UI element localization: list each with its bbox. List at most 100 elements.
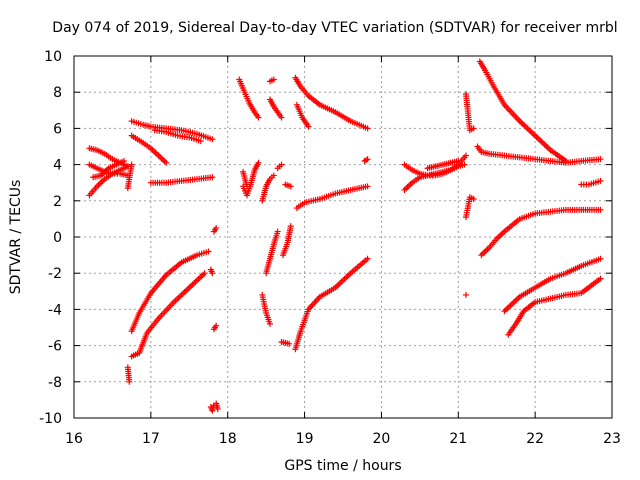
x-tick-label: 21 <box>449 431 467 447</box>
series-arc-19.8-e <box>361 156 371 164</box>
data-point <box>201 270 208 277</box>
series-arc-18.5-e <box>259 291 273 327</box>
data-point <box>278 114 285 121</box>
series-arc-18.7-g <box>280 223 294 259</box>
x-tick-label: 17 <box>142 431 160 447</box>
data-point <box>209 174 216 181</box>
series-arc-17.8-i <box>210 224 220 235</box>
y-tick-label: 0 <box>53 230 62 246</box>
data-point <box>270 76 277 83</box>
series-arc-16.75-g <box>124 364 133 385</box>
series-arc-18.2-b <box>240 159 262 199</box>
y-tick-label: -4 <box>48 302 62 318</box>
series-arc-18.5-c <box>259 172 277 204</box>
data-point <box>126 378 133 385</box>
y-tick-label: -6 <box>48 339 62 355</box>
x-tick-label: 23 <box>603 431 621 447</box>
data-point <box>255 114 262 121</box>
data-point <box>286 340 293 347</box>
series-arc-18.9-d <box>292 255 371 353</box>
data-point <box>364 255 371 262</box>
data-point <box>461 161 468 168</box>
y-tick-label: 4 <box>53 158 62 174</box>
y-tick-label: -10 <box>39 411 62 427</box>
series-arc-21.1-c <box>462 291 469 298</box>
data-point <box>364 183 371 190</box>
data-point <box>243 183 250 190</box>
data-point <box>305 123 312 130</box>
data-point <box>163 159 170 166</box>
series-arc-17.0-d <box>147 174 216 186</box>
data-point <box>270 172 277 179</box>
series-arc-16.75-f <box>128 270 208 360</box>
series-arc-17.8-k <box>207 266 216 277</box>
series-arc-18.7-h <box>278 338 293 347</box>
x-tick-label: 20 <box>373 431 391 447</box>
data-point <box>597 177 604 184</box>
data-point <box>364 125 371 132</box>
data-point <box>597 255 604 262</box>
x-tick-label: 18 <box>219 431 237 447</box>
data-point <box>128 161 135 168</box>
x-tick-label: 22 <box>526 431 544 447</box>
series-arc-18.2-a <box>236 76 262 121</box>
y-tick-label: 2 <box>53 194 62 210</box>
plot-frame <box>73 55 613 419</box>
series-arc-16.7-c <box>124 161 135 192</box>
chart-title: Day 074 of 2019, Sidereal Day-to-day VTE… <box>52 20 617 36</box>
series-arc-21.6-d <box>501 255 604 315</box>
data-point <box>462 291 469 298</box>
series-arc-18.9-a <box>292 74 371 132</box>
data-point <box>274 228 281 235</box>
data-point <box>597 156 604 163</box>
series-arc-21.3-c <box>478 206 604 259</box>
series-arc-18.9-c <box>293 183 371 212</box>
gridlines <box>74 56 612 418</box>
y-tick-label: 6 <box>53 121 62 137</box>
data-point <box>213 224 220 231</box>
data-point <box>209 270 216 277</box>
x-axis-label: GPS time / hours <box>284 458 401 474</box>
data-point <box>597 275 604 282</box>
data-point <box>455 157 462 164</box>
series-arc-18.8-i <box>282 181 294 190</box>
series-arc-18.2-c <box>240 168 250 190</box>
data-point <box>266 320 273 327</box>
data-point <box>597 206 604 213</box>
x-tick-label: 16 <box>65 431 83 447</box>
series-arc-16.2-d <box>90 157 127 181</box>
series-arc-18.5-b <box>266 76 277 85</box>
data-point <box>287 183 294 190</box>
data-point <box>214 405 221 412</box>
y-tick-label: 8 <box>53 85 62 101</box>
data-point <box>470 195 477 202</box>
data-point <box>213 322 220 329</box>
data-point <box>470 125 477 132</box>
y-tick-label: 10 <box>44 49 62 65</box>
series-arc-16.2-c <box>86 163 131 199</box>
series-arc-20.6-c <box>424 157 462 172</box>
x-tick-label: 19 <box>296 431 314 447</box>
data-point <box>255 159 262 166</box>
series-arc-17.8-j <box>210 322 220 333</box>
series-arc-22.6-f <box>578 177 604 188</box>
series-arc-21.1-a <box>462 91 477 134</box>
series-arc-17.0-c <box>151 127 204 145</box>
series-arc-16.7-a <box>128 118 216 143</box>
data-point <box>462 152 469 159</box>
data-point <box>197 138 204 145</box>
y-tick-label: -8 <box>48 375 62 391</box>
series-arc-18.5-d <box>263 228 281 277</box>
data-point <box>120 157 127 164</box>
data-points <box>86 58 604 414</box>
series-arc-21.1-b <box>462 194 477 221</box>
data-point <box>205 248 212 255</box>
y-axis-label: SDTVAR / TECUs <box>8 180 24 295</box>
series-arc-18.5-a <box>266 96 285 121</box>
axis-ticks: 16 17 18 19 20 21 22 23 -10 -8 -6 -4 -2 0 2 4 6 8 10 <box>39 49 621 447</box>
data-point <box>287 223 294 230</box>
series-arc-17.8-h <box>207 400 221 414</box>
series-arc-16.7-b <box>128 132 170 166</box>
data-point <box>364 156 371 163</box>
